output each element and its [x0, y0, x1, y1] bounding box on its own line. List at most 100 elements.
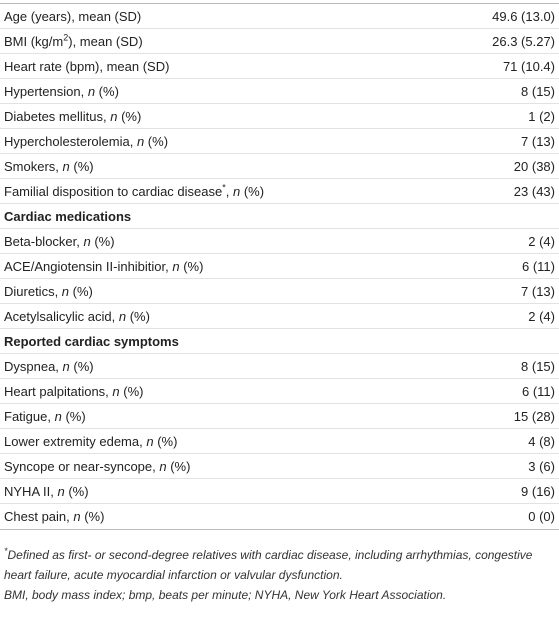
text-segment: Fatigue, — [4, 408, 55, 424]
text-segment: Beta-blocker, — [4, 233, 84, 249]
table-row: Fatigue, n (%) 15 (28) — [0, 404, 559, 429]
text-segment: (%) — [117, 108, 142, 124]
text-segment: (%) — [95, 83, 119, 99]
text-segment: * — [4, 546, 8, 556]
row-value: 6 (11) — [522, 258, 555, 274]
section-header: Reported cardiac symptoms — [4, 333, 179, 349]
text-segment: Hypercholesterolemia, — [4, 133, 137, 149]
row-label: Familial disposition to cardiac disease*… — [4, 182, 265, 199]
row-label: Hypercholesterolemia, n (%) — [4, 134, 168, 149]
row-label: Chest pain, n (%) — [4, 509, 104, 524]
section-header: Cardiac medications — [4, 208, 132, 224]
row-value: 71 (10.4) — [502, 58, 555, 74]
row-value: 15 (28) — [513, 408, 555, 424]
row-label: Dyspnea, n (%) — [4, 359, 94, 374]
text-segment: (%) — [166, 458, 191, 474]
table-row: Beta-blocker, n (%) 2 (4) — [0, 229, 559, 254]
text-segment: Syncope or near-syncope, — [4, 458, 160, 474]
text-segment: Lower extremity edema, — [4, 433, 147, 449]
text-segment: Familial disposition to cardiac disease — [4, 183, 223, 199]
table-row: Diuretics, n (%) 7 (13) — [0, 279, 559, 304]
section-row: Reported cardiac symptoms — [0, 329, 559, 354]
text-segment: n — [73, 509, 81, 524]
row-label: NYHA II, n (%) — [4, 484, 89, 499]
text-segment: n — [112, 383, 120, 399]
text-segment: , — [225, 183, 233, 199]
row-value: 8 (15) — [521, 83, 555, 99]
row-value: 2 (4) — [528, 308, 555, 324]
text-segment: (%) — [90, 233, 115, 249]
text-segment: (%) — [80, 509, 105, 524]
row-label: ACE/Angiotensin II-inhibitior, n (%) — [4, 259, 203, 274]
row-value: 26.3 (5.27) — [492, 33, 555, 49]
row-value: 7 (13) — [521, 283, 555, 299]
text-segment: n — [172, 258, 180, 274]
table-row: Diabetes mellitus, n (%) 1 (2) — [0, 104, 559, 129]
table-row: Heart rate (bpm), mean (SD) 71 (10.4) — [0, 54, 559, 79]
text-segment: (%) — [153, 433, 178, 449]
text-segment: 2 — [63, 32, 69, 43]
table-row: ACE/Angiotensin II-inhibitior, n (%) 6 (1… — [0, 254, 559, 279]
row-value: 1 (2) — [528, 108, 555, 124]
text-segment: n — [146, 433, 154, 449]
text-segment: n — [62, 158, 70, 174]
row-label: Syncope or near-syncope, n (%) — [4, 459, 190, 474]
footnote: *Defined as first- or second-degree rela… — [4, 545, 555, 585]
text-segment: (%) — [240, 183, 265, 199]
text-segment: Acetylsalicylic acid, — [4, 308, 119, 324]
text-segment: n — [83, 233, 91, 249]
text-segment: NYHA II, — [4, 483, 58, 499]
text-segment: (%) — [69, 158, 94, 174]
text-segment: BMI (kg/m — [4, 33, 64, 49]
footnotes: *Defined as first- or second-degree rela… — [4, 545, 555, 605]
text-segment: n — [57, 483, 65, 499]
text-segment: Diuretics, — [4, 283, 62, 299]
row-value: 3 (6) — [528, 458, 555, 474]
row-label: Diabetes mellitus, n (%) — [4, 109, 141, 124]
row-label: Hypertension, n (%) — [4, 84, 119, 99]
row-label: BMI (kg/m2), mean (SD) — [4, 32, 143, 49]
row-label: Diuretics, n (%) — [4, 284, 93, 299]
table-row: Dyspnea, n (%) 8 (15) — [0, 354, 559, 379]
text-segment: n — [54, 408, 62, 424]
row-label: Beta-blocker, n (%) — [4, 234, 115, 249]
table: Age (years), mean (SD) 49.6 (13.0) BMI (kg… — [0, 3, 559, 530]
row-label: Lower extremity edema, n (%) — [4, 434, 177, 449]
table-row: Chest pain, n (%) 0 (0) — [0, 504, 559, 529]
text-segment: n — [118, 308, 127, 324]
row-value: 49.6 (13.0) — [492, 8, 555, 24]
row-value: 8 (15) — [521, 358, 555, 374]
row-label: Heart palpitations, n (%) — [4, 384, 143, 399]
text-segment: ACE/Angiotensin II-inhibitior, — [4, 258, 173, 274]
table-row: Heart palpitations, n (%) 6 (11) — [0, 379, 559, 404]
text-segment: Heart palpitations, — [4, 383, 113, 399]
text-segment: n — [61, 283, 70, 299]
text-segment: BMI, body mass index; bmp, beats per min… — [4, 588, 447, 602]
table-row: Familial disposition to cardiac disease*… — [0, 179, 559, 204]
text-segment: Smokers, — [4, 158, 63, 174]
row-label: Acetylsalicylic acid, n (%) — [4, 309, 150, 324]
text-segment: (%) — [144, 133, 169, 149]
text-segment: * — [222, 182, 226, 193]
row-label: Smokers, n (%) — [4, 159, 94, 174]
text-segment: n — [62, 358, 70, 374]
row-label: Heart rate (bpm), mean (SD) — [4, 59, 169, 74]
row-value: 4 (8) — [528, 433, 555, 449]
text-segment: (%) — [179, 258, 204, 274]
table-row: Smokers, n (%) 20 (38) — [0, 154, 559, 179]
section-row: Cardiac medications — [0, 204, 559, 229]
row-value: 0 (0) — [528, 509, 555, 524]
row-value: 20 (38) — [513, 158, 555, 174]
text-segment: ), mean (SD) — [68, 33, 143, 49]
table-row: Lower extremity edema, n (%) 4 (8) — [0, 429, 559, 454]
row-value: 7 (13) — [521, 133, 555, 149]
table-row: Acetylsalicylic acid, n (%) 2 (4) — [0, 304, 559, 329]
table-row: Hypertension, n (%) 8 (15) — [0, 79, 559, 104]
text-segment: (%) — [69, 358, 94, 374]
text-segment: (%) — [126, 308, 150, 324]
footnote: BMI, body mass index; bmp, beats per min… — [4, 585, 555, 605]
text-segment: (%) — [119, 383, 144, 399]
table-row: NYHA II, n (%) 9 (16) — [0, 479, 559, 504]
row-label: Fatigue, n (%) — [4, 409, 86, 424]
